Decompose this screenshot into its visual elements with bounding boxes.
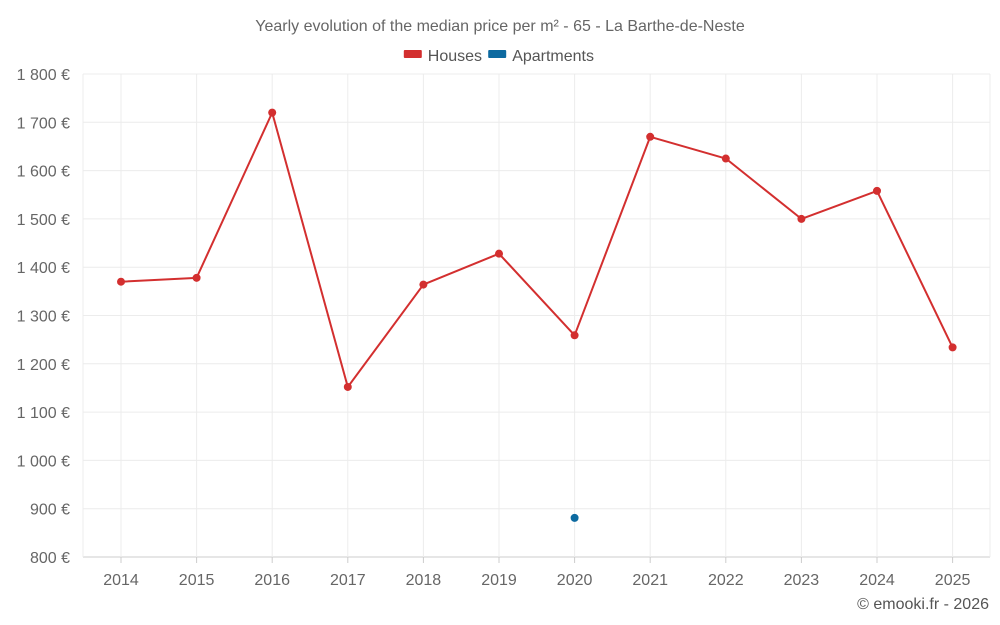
houses-point-2020[interactable]: [570, 331, 579, 340]
houses-legend-label: Houses: [428, 48, 482, 65]
x-tick-label: 2019: [481, 572, 517, 589]
x-tick-label: 2017: [330, 572, 366, 589]
x-tick-label: 2024: [859, 572, 895, 589]
houses-point-2025[interactable]: [948, 343, 957, 352]
houses-series-line: [120, 111, 954, 388]
y-tick-label: 800 €: [30, 550, 70, 567]
x-tick-label: 2020: [557, 572, 593, 589]
x-tick-label: 2018: [406, 572, 442, 589]
x-tick-label: 2023: [784, 572, 820, 589]
houses-point-2018[interactable]: [419, 280, 428, 289]
y-tick-label: 1 200 €: [17, 357, 70, 374]
houses-point-2019[interactable]: [495, 249, 503, 258]
houses-point-2016[interactable]: [268, 108, 277, 117]
x-tick-label: 2022: [708, 572, 744, 589]
legend-item-apartments[interactable]: Apartments: [488, 48, 594, 65]
series-lines: [120, 111, 954, 388]
series-points: [117, 108, 957, 522]
houses-point-2022[interactable]: [721, 154, 730, 163]
houses-point-2017[interactable]: [343, 382, 352, 391]
houses-point-2023[interactable]: [797, 214, 806, 223]
credit-text: © emooki.fr - 2026: [857, 596, 989, 613]
houses-point-2021[interactable]: [646, 132, 655, 141]
houses-legend-swatch: [403, 50, 422, 58]
x-tick-label: 2016: [254, 572, 290, 589]
x-tick-label: 2021: [632, 572, 668, 589]
legend-item-houses[interactable]: Houses: [403, 48, 482, 65]
x-tick-label: 2014: [103, 572, 139, 589]
houses-point-2015[interactable]: [192, 273, 201, 282]
houses-point-2014[interactable]: [117, 277, 125, 286]
y-tick-label: 1 100 €: [17, 405, 70, 422]
legend: Houses Apartments: [403, 48, 594, 65]
grid: [82, 73, 991, 563]
y-tick-label: 900 €: [30, 502, 70, 519]
y-tick-label: 1 600 €: [17, 164, 70, 181]
apartments-legend-swatch: [488, 50, 507, 58]
x-tick-label: 2015: [179, 572, 215, 589]
x-axis-ticks: 2014 2015 2016 2017 2018 2019 2020 2021 2022 2023…: [103, 572, 970, 589]
y-tick-label: 1 300 €: [17, 309, 70, 326]
x-tick-label: 2025: [935, 572, 971, 589]
houses-point-2024[interactable]: [873, 186, 881, 195]
y-tick-label: 1 700 €: [17, 115, 70, 132]
y-axis-ticks: 800 € 900 € 1 000 € 1 100 € 1 200 € 1 300 € 1 …: [17, 67, 70, 567]
y-tick-label: 1 400 €: [17, 260, 70, 277]
apartments-point-2020[interactable]: [570, 513, 579, 522]
y-tick-label: 1 800 €: [17, 67, 70, 84]
y-tick-label: 1 500 €: [17, 212, 70, 229]
y-tick-label: 1 000 €: [17, 453, 70, 470]
chart-title: Yearly evolution of the median price per…: [255, 18, 745, 35]
apartments-legend-label: Apartments: [512, 48, 594, 65]
